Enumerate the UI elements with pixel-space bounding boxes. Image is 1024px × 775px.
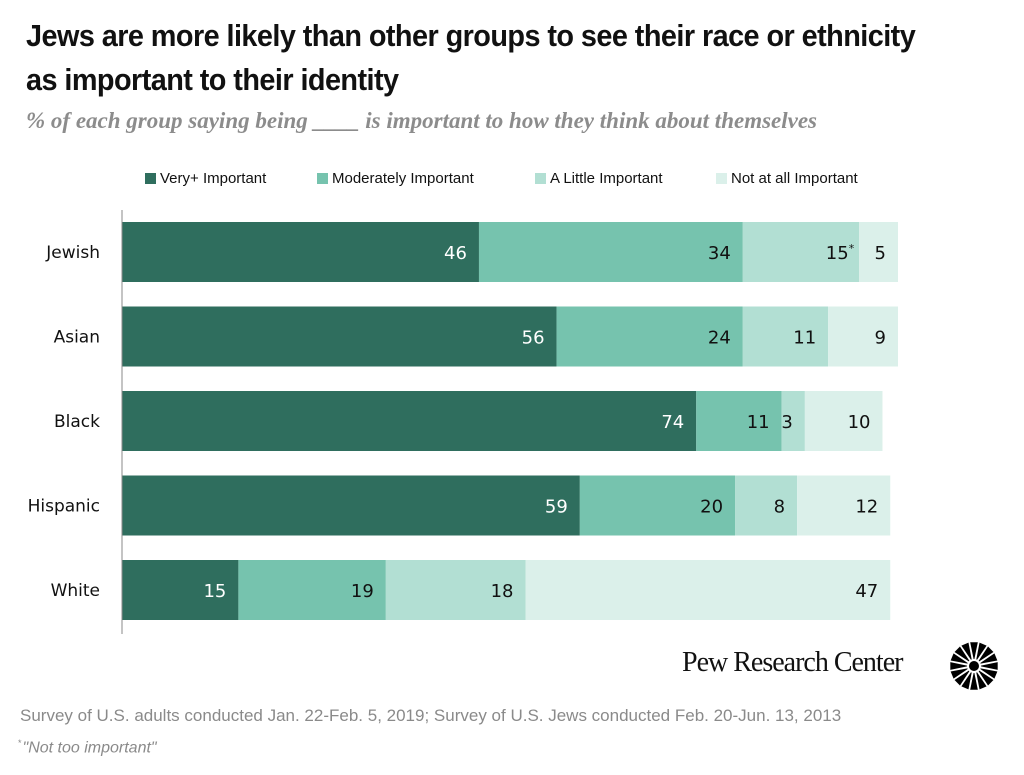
legend-item-not-at-all-important: Not at all Important [716,170,858,187]
data-label-jewish-3: 5 [875,243,886,264]
logo-ray [950,662,968,670]
bar-segment-jewish-1 [478,222,743,282]
data-label-white-3: 47 [855,581,878,602]
chart-title: Jews are more likely than other groups t… [26,18,916,97]
category-label-jewish: Jewish [45,243,100,263]
logo-ray [970,642,978,660]
logo-ray [954,670,970,686]
category-label-white: White [51,581,100,601]
bar-segment-hispanic-2 [735,475,798,536]
logo-ray [980,662,998,670]
legend-item-very-important: Very+ Important [145,170,266,187]
legend-item-a-little-important: A Little Important [535,170,663,187]
pew-sunburst-logo-icon [950,642,998,690]
bar-segment-hispanic-3 [797,475,891,536]
bar-segment-white-1 [238,560,386,620]
logo-ray [954,646,970,662]
data-label-hispanic-1: 20 [700,497,723,518]
data-label-black-2: 3 [781,412,792,433]
legend-swatch [317,173,328,184]
stacked-bar-chart: Jewish 46 34 15* 5 Asian 56 24 11 9 Black 74 11 3 10 Hi… [28,210,898,634]
legend-item-moderately-important: Moderately Important [317,170,474,187]
data-label-asian-0: 56 [522,328,545,349]
bar-segment-jewish-2 [742,222,860,282]
logo-ray [961,642,972,660]
data-label-jewish-2: 15* [826,242,855,264]
logo-ray [976,672,987,690]
data-label-asian-1: 24 [708,328,731,349]
logo-ray [950,653,968,664]
data-label-hispanic-2: 8 [774,497,785,518]
category-label-hispanic: Hispanic [28,497,100,517]
data-label-hispanic-0: 59 [545,497,568,518]
bars-layer: Jewish 46 34 15* 5 Asian 56 24 11 9 Black 74 11 3 10 Hi… [28,222,898,620]
legend-swatch [145,173,156,184]
logo-ray [978,646,994,662]
data-label-black-1: 11 [747,412,770,433]
logo-ray [976,642,987,660]
footnote: *"Not too important" [18,738,157,757]
category-label-black: Black [54,412,100,432]
logo-ray [978,670,994,686]
footnote-mark: * [18,738,22,748]
bar-segment-white-0 [122,560,239,620]
bar-segment-black-2 [781,391,805,451]
bar-segment-jewish-3 [859,222,898,282]
logo-ray [961,672,972,690]
legend-label: A Little Important [550,170,663,187]
bar-segment-black-1 [696,391,782,451]
chart-subtitle: % of each group saying being ____ is imp… [26,108,818,133]
logo-ray [980,668,998,679]
bar-segment-white-3 [525,560,891,620]
bar-segment-white-2 [385,560,526,620]
data-label-black-0: 74 [661,412,684,433]
legend-swatch [716,173,727,184]
legend-label: Moderately Important [332,170,474,187]
legend-swatch [535,173,546,184]
bar-segment-hispanic-1 [579,475,736,536]
legend-label: Not at all Important [731,170,858,187]
bar-segment-asian-1 [556,306,743,367]
bar-segment-hispanic-0 [122,475,580,536]
brand-name: Pew Research Center [682,647,903,678]
data-label-jewish-1: 34 [708,243,731,264]
data-label-hispanic-3: 12 [855,497,878,518]
bar-segment-asian-0 [122,306,557,367]
data-label-white-1: 19 [351,581,374,602]
logo-ray [980,653,998,664]
data-label-asian-3: 9 [875,328,886,349]
legend: Very+ Important Moderately Important A L… [0,170,1024,190]
bar-segment-asian-3 [828,306,898,367]
logo-ray [950,668,968,679]
logo-ray [970,672,978,690]
data-label-black-3: 10 [848,412,871,433]
bar-segment-black-3 [804,391,883,451]
legend-label: Very+ Important [160,170,267,187]
data-label-white-0: 15 [203,581,226,602]
data-label-white-2: 18 [491,581,514,602]
data-label-jewish-0: 46 [444,243,467,264]
bar-segment-asian-2 [742,306,829,367]
data-label-asian-2: 11 [793,328,816,349]
category-label-asian: Asian [54,328,100,348]
source-note: Survey of U.S. adults conducted Jan. 22-… [20,706,842,725]
bar-segment-jewish-0 [122,222,479,282]
footnote-text: "Not too important" [22,739,157,757]
bar-segment-black-0 [122,391,697,451]
